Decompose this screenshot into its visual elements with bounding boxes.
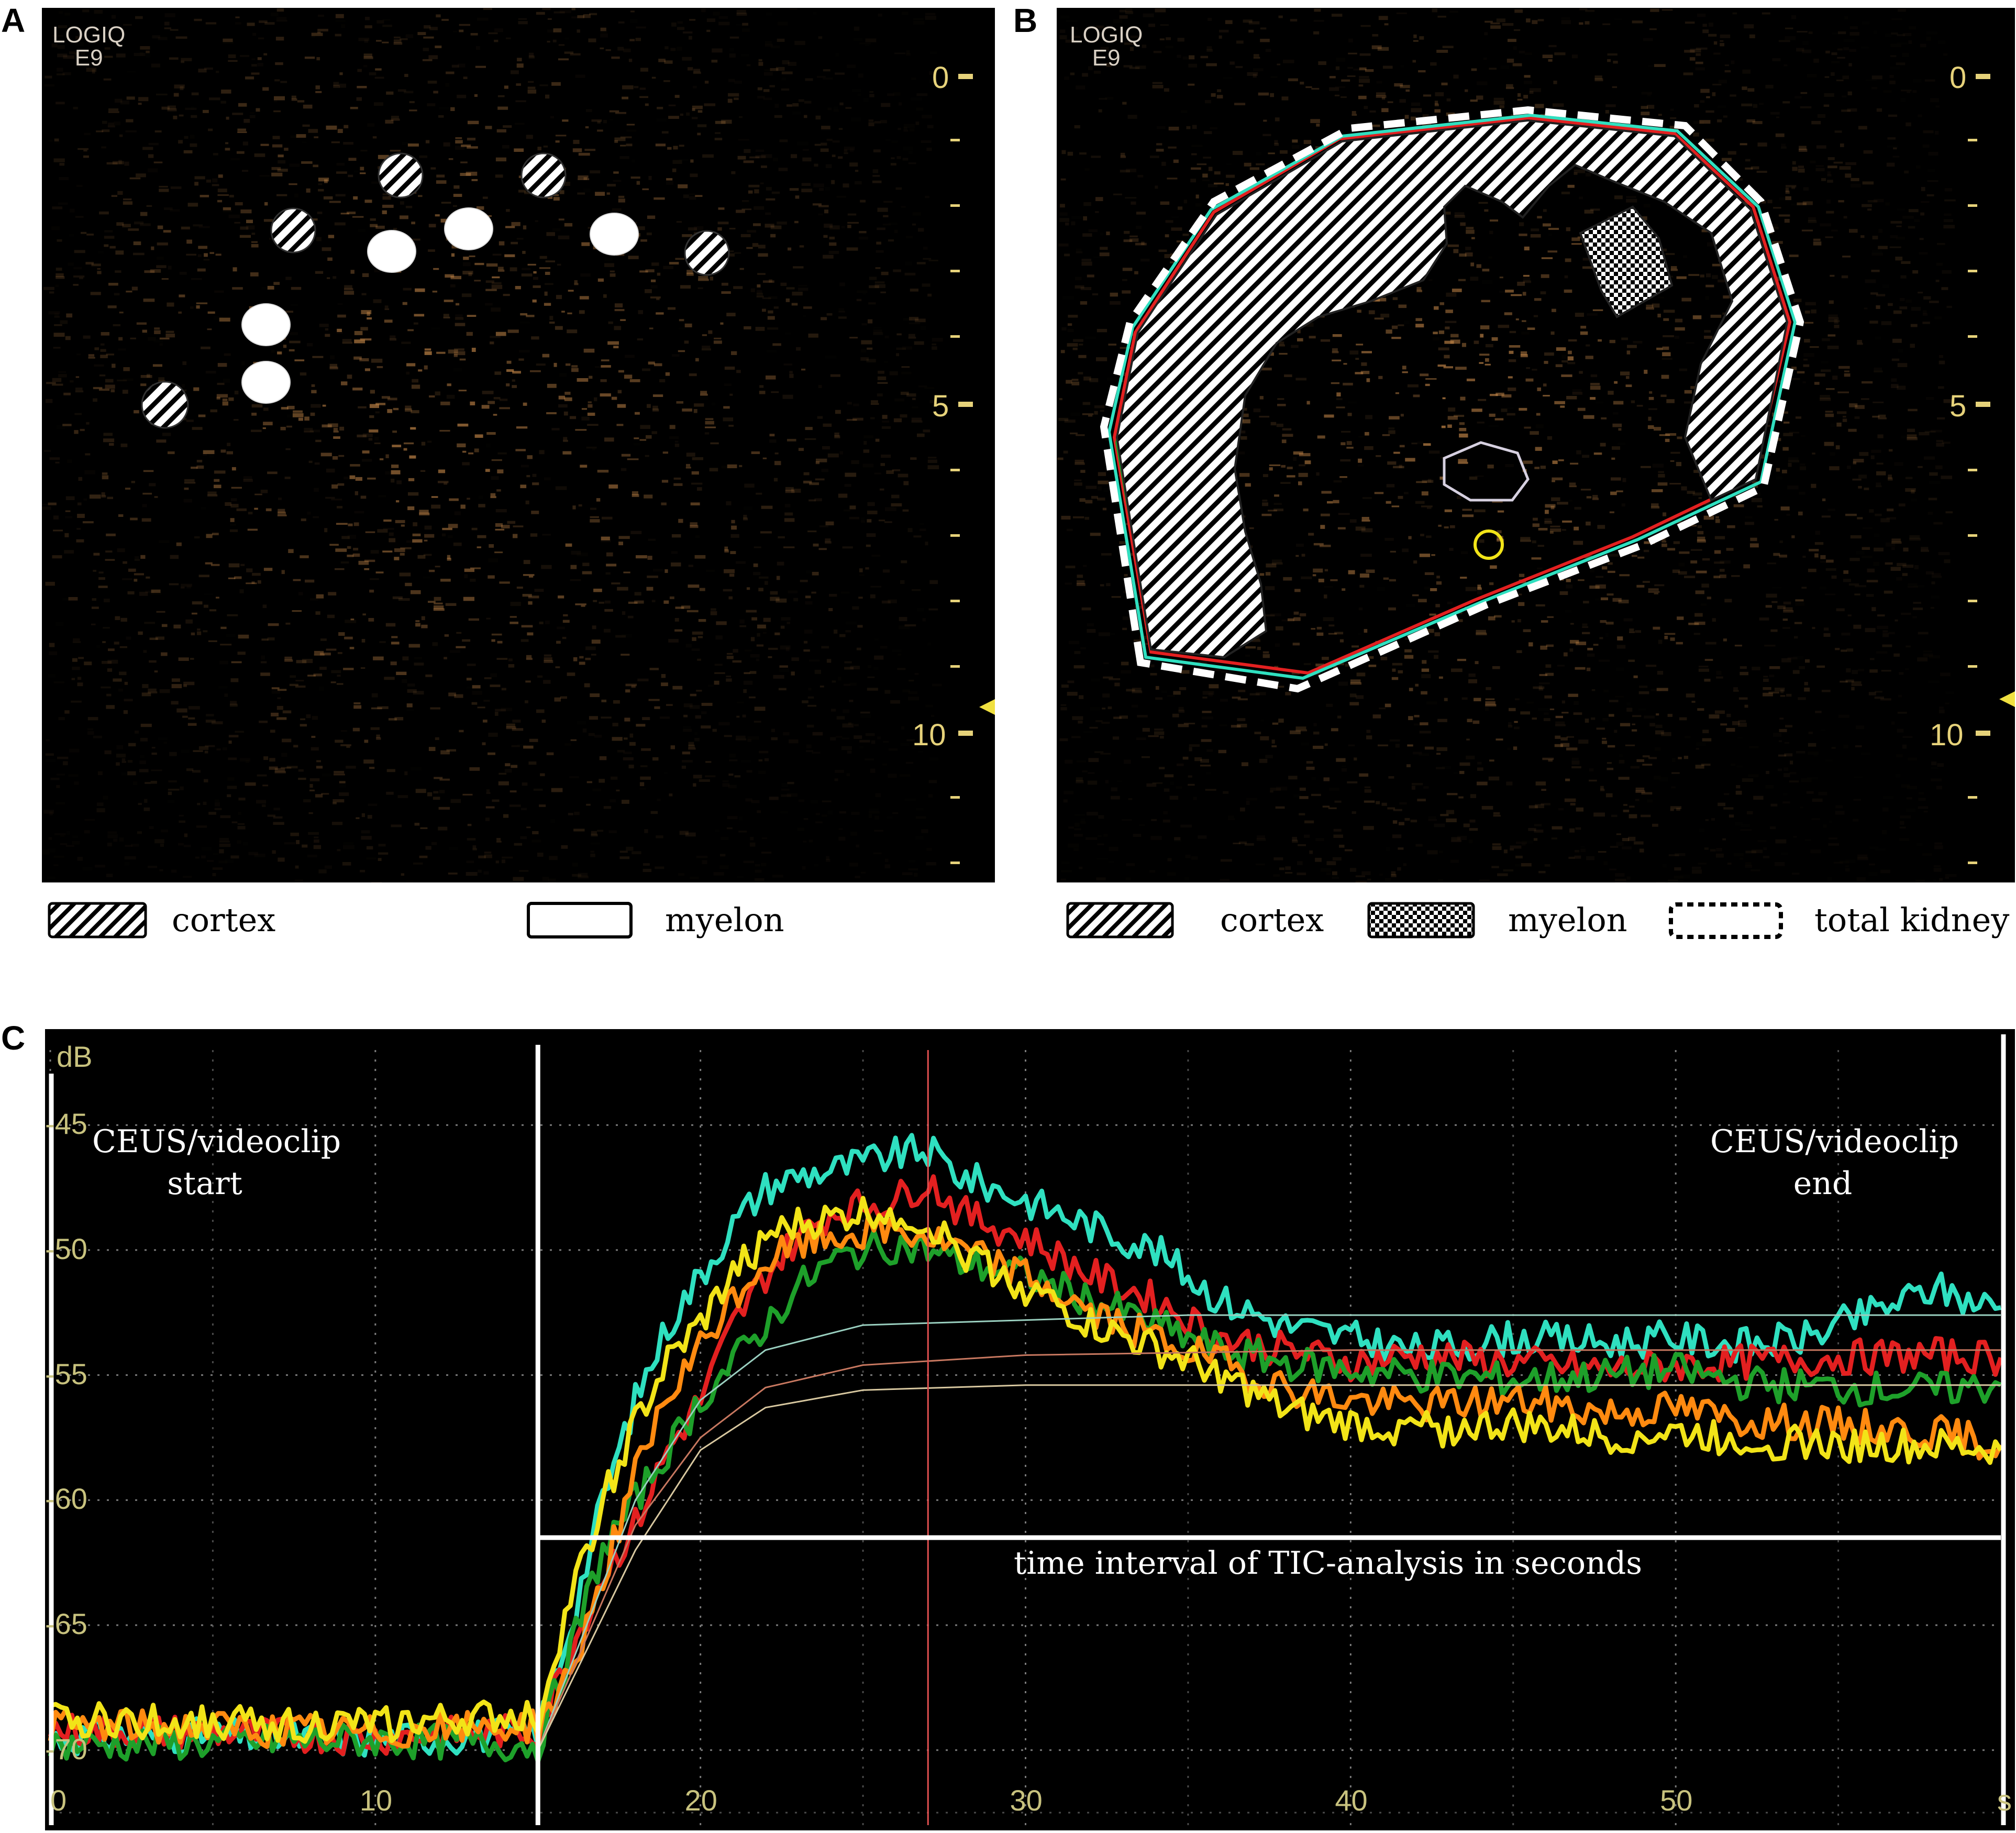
- y-tick-label: -45: [45, 1107, 87, 1141]
- x-tick-label: 50: [1660, 1784, 1693, 1817]
- x-tick-label: 30: [1010, 1784, 1043, 1817]
- depth-label-5-b: 5: [1949, 389, 1967, 423]
- brand-label-b: LOGIQ E9: [1070, 22, 1143, 71]
- depth-label-5-a: 5: [932, 389, 949, 423]
- depth-scale-b: [1968, 74, 2015, 864]
- series-line-5: [49, 1196, 2003, 1744]
- cortex-roi-circles: [141, 152, 730, 429]
- x-axis-unit: s: [1997, 1784, 2012, 1817]
- legend-label-cortex-a: cortex: [172, 901, 276, 939]
- legend-label-total-kidney: total kidney: [1814, 901, 2010, 939]
- legend-swatch-myelon-b: [1367, 902, 1475, 938]
- legend-label-cortex-b: cortex: [1220, 901, 1324, 939]
- ultrasound-image-b: LOGIQ E9 0 5 10: [1057, 8, 2015, 882]
- series-line-8: [537, 1384, 2001, 1751]
- y-tick-label: -50: [45, 1232, 87, 1265]
- depth-label-10-b: 10: [1930, 718, 1964, 752]
- total-kidney-roi: [1100, 106, 1804, 693]
- depth-label-0-b: 0: [1949, 61, 1967, 95]
- legend-label-myelon-a: myelon: [665, 901, 784, 939]
- pelvis-outline: [1443, 441, 1530, 502]
- panel-letter-c: C: [1, 1019, 26, 1057]
- y-axis-title: dB: [57, 1040, 93, 1073]
- legend-swatch-total-kidney: [1669, 902, 1783, 939]
- legend-swatch-cortex-b: [1066, 902, 1174, 938]
- tic-chart-plot: [48, 1034, 2006, 1825]
- y-tick-label: -60: [45, 1482, 87, 1516]
- ultrasound-image-a: LOGIQ E9 0 5 10: [42, 8, 995, 882]
- depth-label-10-a: 10: [912, 718, 946, 752]
- myelon-roi: [1579, 205, 1674, 318]
- myelon-roi-circles: [241, 207, 639, 404]
- x-tick-label: 20: [684, 1784, 717, 1817]
- panel-letter-a: A: [1, 2, 26, 39]
- ultrasound-speckle-b: [1057, 8, 2015, 882]
- y-tick-label: -55: [45, 1357, 87, 1390]
- y-tick-label: -65: [45, 1607, 87, 1641]
- series-line-6: [537, 1314, 2001, 1751]
- depth-scale-a: [950, 74, 995, 864]
- chart-series: [48, 1133, 2003, 1764]
- y-tick-label: -70: [45, 1732, 87, 1765]
- cortex-roi: [1115, 119, 1789, 659]
- ultrasound-speckle-a: [42, 8, 995, 882]
- legend-swatch-cortex-a: [48, 902, 147, 938]
- depth-label-0-a: 0: [932, 61, 949, 95]
- x-tick-label: 10: [359, 1784, 393, 1817]
- series-line-4: [48, 1212, 2003, 1749]
- panel-letter-b: B: [1013, 2, 1038, 39]
- legend-label-myelon-b: myelon: [1508, 901, 1627, 939]
- chart-markers: [49, 1034, 2006, 1825]
- x-tick-label: 40: [1335, 1784, 1368, 1817]
- brand-label-a: LOGIQ E9: [52, 22, 126, 71]
- legend-swatch-myelon-a: [527, 902, 633, 938]
- annotation-clip-start: CEUS/videoclip start: [92, 1123, 341, 1202]
- annotation-clip-end: CEUS/videoclip end: [1710, 1123, 1959, 1202]
- cursor-marker: [1474, 529, 1504, 560]
- tic-chart: dB -45 -50 -55 -60 -65 -70 0 10 20 30 40 50 s CEUS…: [45, 1029, 2015, 1830]
- x-tick-label: 0: [50, 1784, 67, 1817]
- annotation-interval: time interval of TIC-analysis in seconds: [1013, 1545, 1643, 1582]
- series-line-7: [537, 1349, 2001, 1751]
